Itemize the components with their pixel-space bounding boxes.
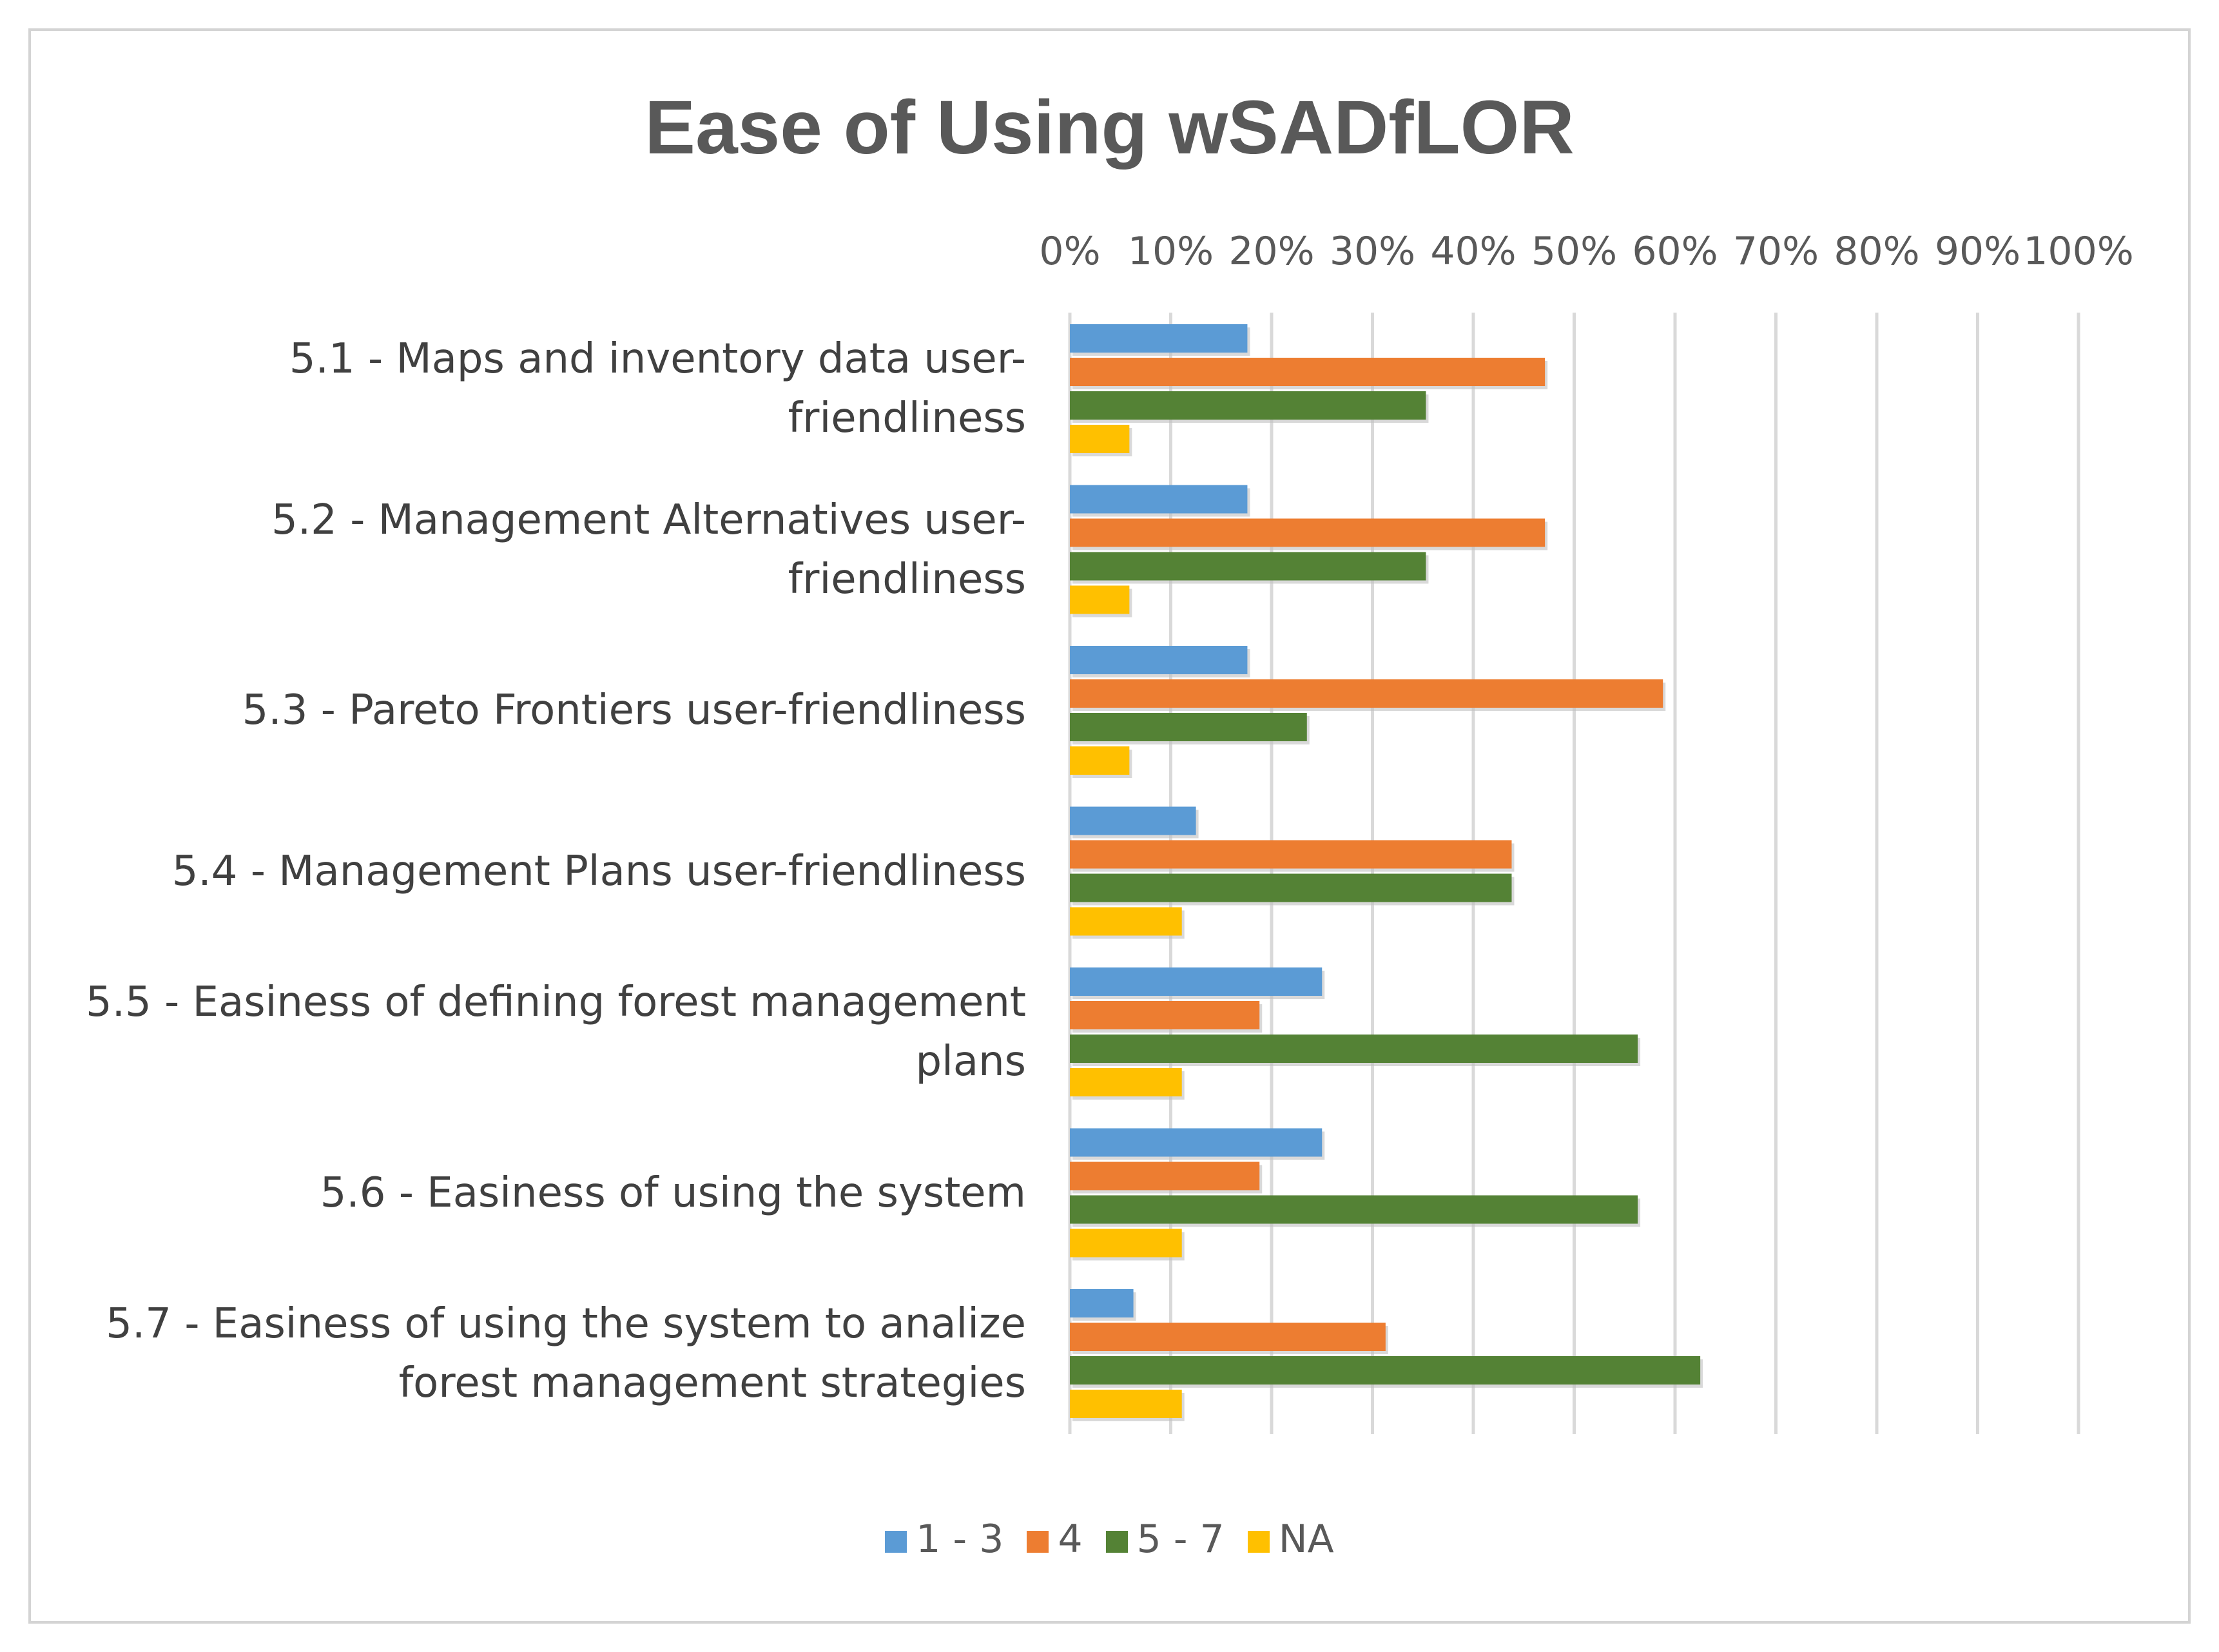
bar [1070,646,1248,674]
x-tick-label: 80% [1834,229,1919,274]
x-tick-label: 70% [1733,229,1819,274]
bar [1070,1035,1638,1063]
bar [1070,1229,1182,1258]
x-tick-label: 20% [1228,229,1314,274]
bar [1070,552,1426,581]
bar [1070,425,1130,453]
bar [1070,840,1512,869]
legend-label: 5 - 7 [1136,1517,1225,1562]
category-label: 5.7 - Easiness of using the system to an… [106,1300,1026,1407]
legend-swatch [1247,1530,1270,1553]
category-label: 5.6 - Easiness of using the system [320,1169,1026,1217]
x-tick-label: 10% [1128,229,1214,274]
x-tick-label: 90% [1935,229,2020,274]
x-tick-label: 100% [2023,229,2134,274]
bar [1070,1068,1182,1096]
legend-item: NA [1247,1517,1334,1562]
category-label: 5.5 - Easiness of defining forest manage… [86,978,1026,1085]
bar [1070,679,1663,708]
x-tick-label: 30% [1330,229,1415,274]
bar [1070,1323,1386,1351]
bar [1070,1128,1323,1157]
bar [1070,585,1130,614]
bar [1070,324,1248,353]
bar [1070,1001,1260,1029]
legend-label: NA [1278,1517,1334,1562]
legend-swatch [885,1530,907,1553]
bar [1070,907,1182,936]
category-label: 5.1 - Maps and inventory data user-frien… [289,335,1026,442]
bar [1070,358,1546,386]
legend-swatch [1027,1530,1049,1553]
bar [1070,1356,1701,1385]
category-label: 5.2 - Management Alternatives user-frien… [271,496,1026,603]
chart-title: Ease of Using wSADfLOR [644,85,1575,170]
x-tick-label: 0% [1039,229,1100,274]
bar [1070,746,1130,775]
legend-label: 4 [1058,1517,1083,1562]
legend-item: 5 - 7 [1105,1517,1225,1562]
legend-item: 4 [1027,1517,1083,1562]
bar [1070,391,1426,420]
legend-swatch [1105,1530,1128,1553]
category-label: 5.4 - Management Plans user-friendliness [171,847,1026,895]
bar [1070,1195,1638,1224]
legend: 1 - 3 4 5 - 7 NA [0,1515,2219,1562]
category-label: 5.3 - Pareto Frontiers user-friendliness [242,686,1026,734]
bar [1070,713,1307,741]
bar [1070,1390,1182,1418]
bar [1070,1289,1134,1317]
bar [1070,1161,1260,1190]
x-tick-label: 60% [1632,229,1718,274]
legend-item: 1 - 3 [885,1517,1003,1562]
x-tick-label: 40% [1430,229,1516,274]
bar [1070,967,1323,996]
x-tick-label: 50% [1531,229,1617,274]
legend-label: 1 - 3 [916,1517,1004,1562]
bar [1070,873,1512,902]
bar [1070,518,1546,547]
bar [1070,806,1196,835]
bar [1070,485,1248,514]
